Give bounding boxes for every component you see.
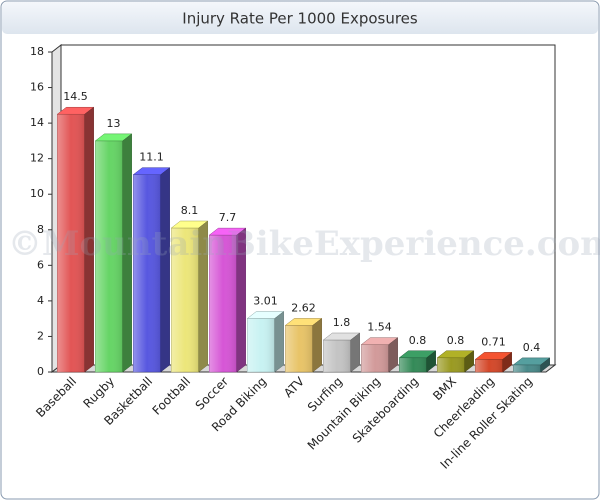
bar-side [464, 350, 474, 373]
bar [284, 317, 323, 373]
y-tick-label: 2 [37, 329, 44, 342]
data-label: 0.71 [481, 335, 506, 348]
bar-shine [171, 228, 199, 372]
header-band [2, 2, 598, 34]
y-tick-label: 0 [37, 365, 44, 378]
bar-shine [475, 359, 503, 372]
bar [512, 357, 551, 373]
bar-shine [95, 140, 123, 372]
bar [398, 350, 437, 373]
data-label: 8.1 [181, 204, 199, 217]
bar-side [274, 310, 284, 373]
data-label: 13 [107, 117, 121, 130]
bar-shine [133, 174, 161, 372]
bar-side [502, 351, 512, 373]
bar-shine [437, 357, 465, 372]
bar [474, 351, 513, 373]
bar-side [350, 332, 360, 373]
bar-side [426, 350, 436, 373]
data-label: 0.8 [447, 334, 465, 347]
bar [246, 310, 285, 373]
bar [170, 220, 209, 373]
watermark: ©MountainBikeExperience.com [8, 224, 600, 264]
data-label: 1.8 [333, 316, 351, 329]
data-label: 0.4 [523, 341, 541, 354]
data-label: 14.5 [63, 90, 88, 103]
bar-shine [399, 357, 427, 372]
bar-shine [209, 235, 237, 372]
bar-side [84, 106, 94, 373]
y-tick-label: 4 [37, 294, 44, 307]
bar [94, 133, 133, 373]
data-label: 1.54 [367, 321, 392, 334]
bar [208, 227, 247, 373]
data-label: 7.7 [219, 211, 237, 224]
y-tick-label: 12 [30, 152, 44, 165]
chart-title: Injury Rate Per 1000 Exposures [182, 10, 418, 28]
bar-shine [513, 364, 541, 372]
y-tick-label: 10 [30, 187, 44, 200]
bar-shine [361, 344, 389, 372]
y-tick-label: 6 [37, 258, 44, 271]
bar [56, 106, 95, 373]
y-tick-label: 18 [30, 45, 44, 58]
bar-side [540, 357, 550, 373]
bar-shine [57, 114, 85, 372]
bar-shine [323, 340, 351, 372]
bar-side [388, 337, 398, 373]
y-tick-label: 8 [37, 223, 44, 236]
bar [132, 167, 171, 373]
bar [322, 332, 361, 373]
bar-side [312, 317, 322, 373]
bar-side [122, 133, 132, 373]
bar-side [236, 227, 246, 373]
bar-side [160, 167, 170, 373]
data-label: 11.1 [139, 151, 164, 164]
bar [360, 337, 399, 373]
data-label: 0.8 [409, 334, 427, 347]
bar-shine [247, 318, 275, 372]
bar-shine [285, 325, 313, 372]
y-tick-label: 16 [30, 81, 44, 94]
bar-side [198, 220, 208, 373]
y-tick-label: 14 [30, 116, 44, 129]
bar [436, 350, 475, 373]
data-label: 2.62 [291, 301, 316, 314]
data-label: 3.01 [253, 294, 278, 307]
